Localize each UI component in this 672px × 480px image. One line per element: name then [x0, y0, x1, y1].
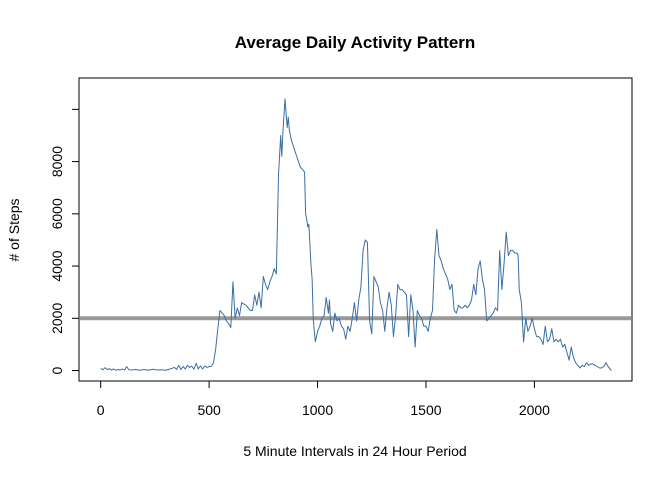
x-tick-label: 500 — [197, 402, 221, 418]
y-tick-label: 2000 — [49, 303, 65, 334]
x-axis: 0 500 1000 1500 2000 — [97, 380, 550, 418]
y-tick-label: 6000 — [49, 198, 65, 229]
x-tick-label: 1500 — [410, 402, 441, 418]
chart-title: Average Daily Activity Pattern — [235, 33, 476, 52]
x-tick-label: 1000 — [302, 402, 333, 418]
x-tick-label: 0 — [97, 402, 105, 418]
y-tick-label: 0 — [49, 366, 65, 374]
x-tick-label: 2000 — [519, 402, 550, 418]
y-tick-label: 8000 — [49, 146, 65, 177]
y-tick-label: 4000 — [49, 250, 65, 281]
y-axis: 0 2000 4000 6000 8000 — [49, 108, 80, 374]
x-axis-label: 5 Minute Intervals in 24 Hour Period — [243, 443, 466, 459]
y-axis-label: # of Steps — [6, 198, 22, 261]
plot-area-frame — [78, 77, 633, 382]
series-line-1 — [100, 98, 612, 371]
series-layer — [100, 98, 612, 371]
